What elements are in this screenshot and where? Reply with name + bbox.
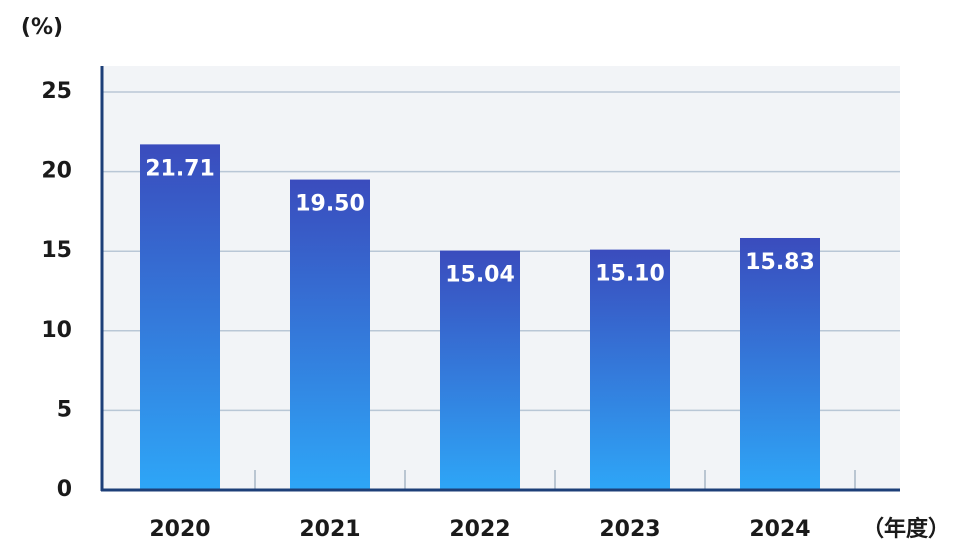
- y-tick-label: 5: [57, 397, 72, 422]
- bar: [440, 250, 520, 490]
- data-label: 15.10: [595, 262, 665, 287]
- bar: [590, 249, 670, 490]
- x-tick-label: 2024: [749, 517, 810, 542]
- bar: [140, 144, 220, 490]
- x-unit: （年度）: [862, 516, 950, 542]
- bar: [740, 237, 820, 490]
- x-tick-label: 2021: [299, 517, 360, 542]
- y-tick-label: 10: [41, 318, 72, 343]
- y-unit: (%): [21, 15, 63, 40]
- y-tick-label: 20: [41, 159, 72, 184]
- y-tick-label: 25: [41, 79, 72, 104]
- x-tick-label: 2023: [599, 517, 660, 542]
- data-label: 21.71: [145, 156, 215, 181]
- y-tick-label: 15: [41, 238, 72, 263]
- x-tick-label: 2022: [449, 517, 510, 542]
- data-label: 15.83: [745, 250, 815, 275]
- x-tick-label: 2020: [149, 517, 210, 542]
- data-label: 19.50: [295, 192, 365, 217]
- y-tick-label: 0: [57, 477, 72, 502]
- data-label: 15.04: [445, 263, 515, 288]
- bar: [290, 179, 370, 490]
